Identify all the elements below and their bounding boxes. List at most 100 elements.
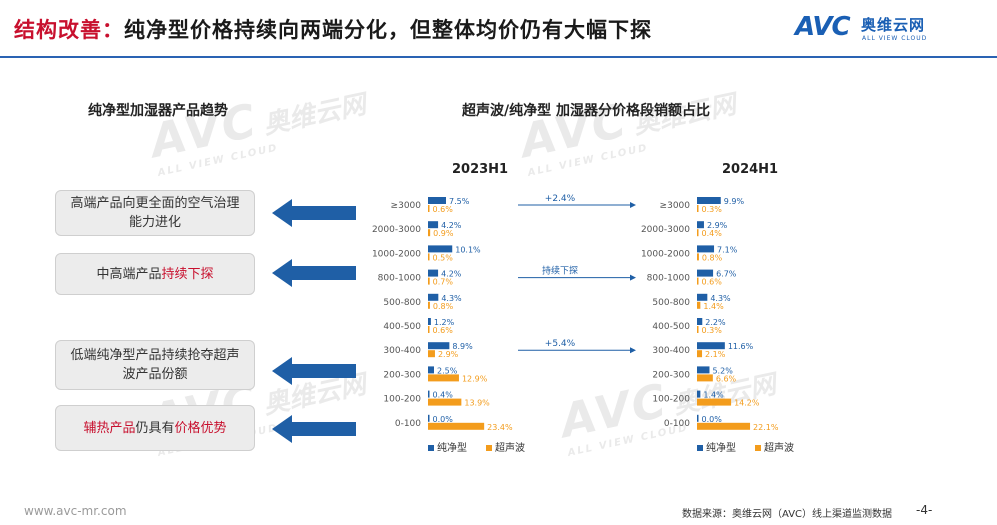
category-label: 800-1000	[378, 274, 422, 284]
category-label: 100-200	[652, 395, 690, 405]
data-label: 0.6%	[433, 205, 454, 214]
data-label: 0.5%	[433, 253, 454, 262]
panel-title-2023: 2023H1	[452, 162, 509, 177]
bar-pure	[428, 197, 446, 204]
panel-title-2024: 2024H1	[722, 162, 779, 177]
data-label: 2.9%	[438, 350, 459, 359]
bar-ultrasonic	[428, 205, 430, 212]
bar-pure	[428, 245, 453, 253]
avc-logo: AVC 奥维云网 ALL VIEW CLOUD	[795, 10, 945, 50]
data-label: 0.6%	[433, 326, 454, 335]
bar-ultrasonic	[428, 374, 459, 382]
annotation-arrowhead	[630, 202, 636, 208]
data-label: 2.5%	[437, 366, 458, 375]
annotation-arrowhead	[630, 347, 636, 354]
category-label: 800-1000	[647, 274, 691, 284]
annotation-label: 持续下探	[542, 265, 578, 277]
bar-pure	[428, 269, 439, 277]
footer-url: www.avc-mr.com	[24, 504, 127, 518]
category-label: 100-200	[383, 395, 421, 405]
category-label: 500-800	[652, 298, 690, 308]
bar-pure	[697, 197, 721, 204]
arrow-left-icon	[272, 259, 356, 287]
legend-label: 纯净型	[437, 441, 467, 454]
data-label: 6.7%	[716, 270, 737, 279]
data-label: 12.9%	[462, 374, 488, 383]
category-label: 1000-2000	[641, 249, 690, 259]
data-label: 0.7%	[433, 278, 454, 287]
data-label: 2.2%	[705, 318, 726, 327]
data-label: 0.0%	[702, 415, 723, 424]
category-label: 400-500	[383, 322, 421, 332]
logo-en: ALL VIEW CLOUD	[862, 35, 928, 42]
data-label: 14.2%	[734, 399, 760, 408]
page-title: 结构改善：纯净型价格持续向两端分化，但整体均价仍有大幅下探	[14, 14, 652, 44]
page-number: -4-	[916, 503, 933, 517]
logo-mark: AVC	[795, 12, 851, 42]
logo-cn: 奥维云网	[861, 16, 926, 34]
legend-swatch	[697, 445, 703, 451]
category-label: 400-500	[652, 322, 690, 332]
bar-ultrasonic	[697, 374, 713, 382]
category-label: ≥3000	[391, 201, 422, 211]
bar-ultrasonic	[697, 422, 751, 430]
bar-pure	[428, 221, 439, 229]
legend-swatch	[486, 445, 492, 451]
legend-swatch	[428, 445, 434, 451]
data-label: 8.9%	[452, 342, 473, 351]
category-label: 0-100	[664, 419, 690, 429]
bar-ultrasonic	[428, 277, 430, 285]
bar-ultrasonic	[697, 350, 703, 358]
bar-pure	[428, 342, 450, 350]
bar-ultrasonic	[697, 398, 732, 406]
category-label: ≥3000	[660, 201, 691, 211]
arrow-left-icon	[272, 199, 356, 227]
category-label: 2000-3000	[641, 225, 690, 235]
bar-pure	[428, 390, 430, 398]
title-rest: 纯净型价格持续向两端分化，但整体均价仍有大幅下探	[124, 18, 652, 42]
data-label: 0.0%	[433, 415, 454, 424]
category-label: 500-800	[383, 298, 421, 308]
bar-pure	[428, 293, 439, 301]
bar-ultrasonic	[697, 277, 699, 285]
data-label: 10.1%	[455, 245, 481, 254]
data-label: 0.9%	[433, 229, 454, 238]
title-divider	[0, 56, 997, 58]
bar-ultrasonic	[697, 229, 699, 237]
data-label: 13.9%	[464, 399, 490, 408]
category-label: 2000-3000	[372, 225, 421, 235]
arrow-left-icon	[272, 357, 356, 385]
legend-label: 纯净型	[706, 441, 736, 454]
data-label: 1.2%	[434, 318, 455, 327]
footer-source: 数据来源：奥维云网（AVC）线上渠道监测数据	[682, 509, 893, 520]
data-label: 23.4%	[487, 423, 513, 432]
bar-ultrasonic	[428, 422, 485, 430]
data-label: 0.4%	[433, 391, 454, 400]
annotation-label: +2.4%	[545, 194, 576, 204]
data-label: 6.6%	[716, 374, 737, 383]
legend-swatch	[755, 445, 761, 451]
data-label: 1.4%	[703, 391, 724, 400]
bar-ultrasonic	[428, 398, 462, 406]
bar-ultrasonic	[697, 326, 699, 333]
trend-box-heating: 辅热产品仍具有价格优势	[55, 405, 255, 451]
data-label: 0.4%	[702, 229, 723, 238]
data-label: 4.3%	[441, 294, 462, 303]
bar-pure	[697, 221, 704, 229]
data-label: 7.5%	[449, 197, 470, 206]
category-label: 200-300	[383, 370, 421, 380]
data-label: 5.2%	[712, 366, 733, 375]
trend-title: 纯净型加湿器产品趋势	[88, 103, 228, 119]
category-label: 1000-2000	[372, 249, 421, 259]
bar-pure	[697, 293, 708, 301]
bar-pure	[697, 366, 710, 374]
bar-ultrasonic	[428, 229, 431, 237]
bar-ultrasonic	[428, 326, 430, 333]
bar-ultrasonic	[428, 350, 435, 358]
bar-pure	[697, 318, 703, 325]
data-label: 0.8%	[702, 253, 723, 262]
data-label: 0.3%	[702, 326, 723, 335]
annotation-arrowhead	[630, 274, 636, 281]
data-label: 0.3%	[702, 205, 723, 214]
